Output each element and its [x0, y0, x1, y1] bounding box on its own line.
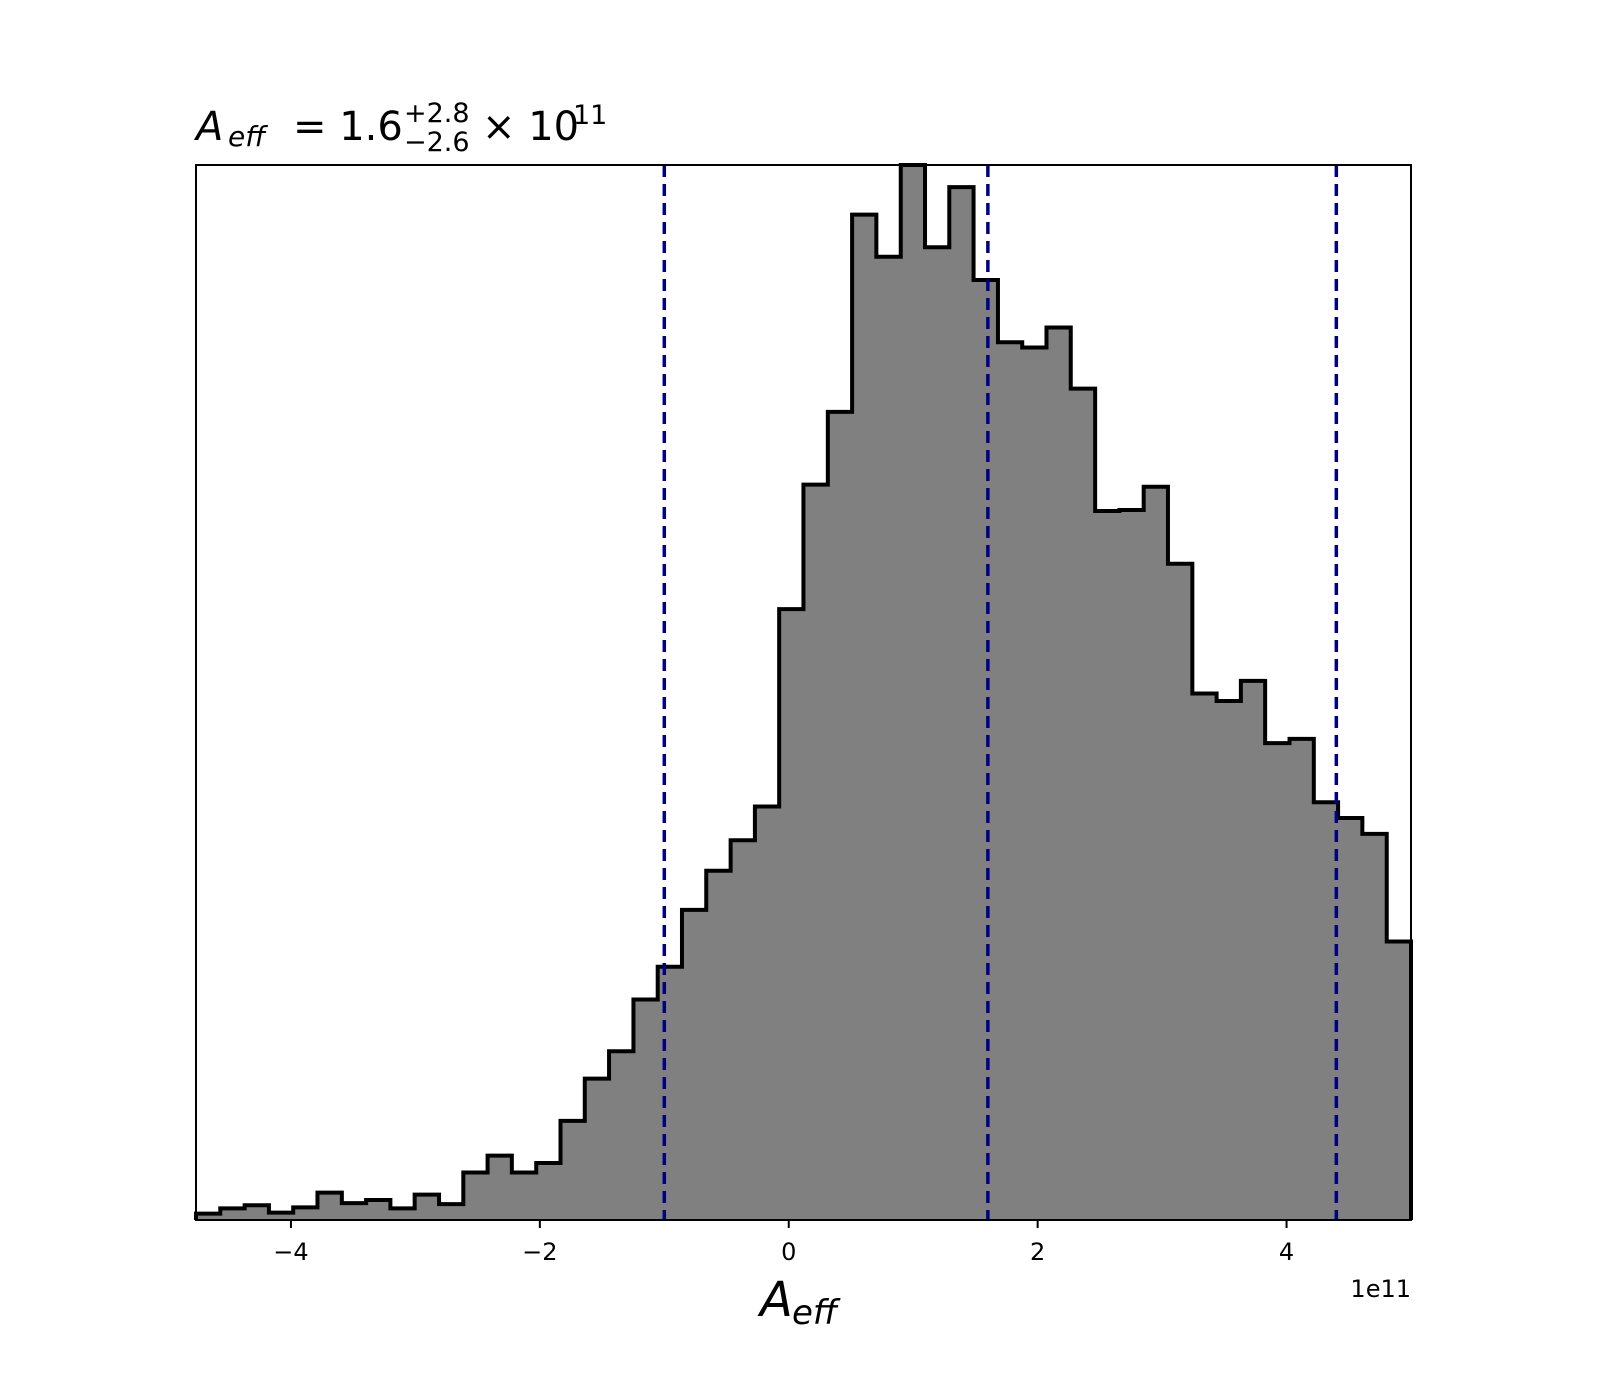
bar: [803, 484, 829, 1220]
x-offset-label: 1e11: [1350, 1275, 1411, 1303]
bar: [925, 247, 950, 1221]
bar: [560, 1120, 586, 1220]
bar: [390, 1208, 416, 1220]
histogram-outline: [194, 163, 1413, 1220]
bar: [1289, 738, 1315, 1220]
bar: [293, 1207, 318, 1220]
title-lower: −2.6: [404, 127, 470, 158]
bar: [1386, 941, 1412, 1220]
title: A eff = 1.6 +2.8 −2.6 × 10 11: [193, 98, 607, 158]
bar: [657, 966, 683, 1220]
bar: [1095, 511, 1120, 1220]
bar: [1362, 833, 1388, 1220]
x-label-sub: eff: [792, 1293, 841, 1333]
x-tick-label: 0: [781, 1238, 796, 1266]
bar: [997, 342, 1023, 1220]
bar: [900, 165, 926, 1220]
bar: [1022, 347, 1047, 1220]
bar: [876, 256, 902, 1220]
bar: [1167, 563, 1193, 1220]
x-tick-label: 2: [1030, 1238, 1045, 1266]
x-label: A eff: [757, 1272, 841, 1333]
bar: [341, 1203, 367, 1220]
title-times: × 10: [482, 104, 579, 150]
bar: [681, 909, 707, 1220]
bar: [779, 609, 804, 1220]
bar: [220, 1208, 246, 1220]
bar: [1338, 818, 1363, 1220]
bar: [1119, 509, 1145, 1220]
bar: [196, 1213, 221, 1220]
bar: [584, 1078, 610, 1220]
bar: [1240, 680, 1266, 1220]
title-symbol-sub: eff: [228, 120, 268, 153]
bar: [366, 1199, 391, 1220]
x-tick-label: 4: [1279, 1238, 1294, 1266]
bar: [536, 1163, 562, 1220]
bar: [317, 1192, 343, 1220]
title-exponent: 11: [573, 100, 607, 131]
title-upper: +2.8: [404, 98, 470, 129]
bar: [463, 1172, 489, 1220]
bar: [754, 806, 780, 1220]
title-value: = 1.6: [293, 104, 403, 150]
bar: [973, 279, 999, 1220]
plot-frame: [195, 164, 1412, 1221]
bar: [949, 187, 975, 1220]
bar: [1313, 802, 1339, 1220]
bar: [609, 1051, 634, 1220]
bar: [244, 1205, 270, 1220]
bar: [511, 1172, 537, 1220]
bar: [1192, 693, 1218, 1220]
bar: [1265, 743, 1291, 1220]
bar: [827, 411, 853, 1220]
bar: [730, 840, 756, 1220]
bar: [1216, 700, 1242, 1220]
title-symbol: A: [193, 104, 223, 150]
bar: [1046, 327, 1072, 1221]
bar: [1143, 486, 1169, 1220]
bar: [268, 1212, 294, 1220]
x-tick-label: −2: [522, 1238, 557, 1266]
bar: [439, 1204, 464, 1220]
x-tick-label: −4: [273, 1238, 308, 1266]
bar: [414, 1194, 440, 1220]
bar: [1070, 388, 1096, 1220]
x-label-symbol: A: [757, 1272, 793, 1328]
bar: [852, 214, 877, 1220]
bar: [487, 1155, 513, 1220]
bar: [706, 870, 732, 1220]
bar: [633, 999, 659, 1220]
